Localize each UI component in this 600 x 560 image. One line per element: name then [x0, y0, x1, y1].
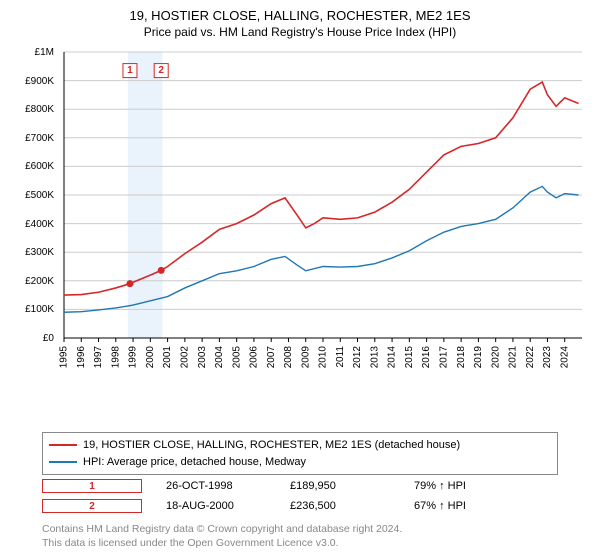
- y-tick-label: £900K: [0, 76, 54, 87]
- y-tick-label: £0: [0, 333, 54, 344]
- svg-text:2024: 2024: [559, 346, 570, 369]
- footer-attribution: Contains HM Land Registry data © Crown c…: [42, 522, 558, 550]
- svg-text:2001: 2001: [162, 346, 173, 369]
- svg-text:2006: 2006: [249, 346, 260, 369]
- transaction-delta: 67% ↑ HPI: [414, 500, 514, 512]
- y-tick-label: £600K: [0, 161, 54, 172]
- svg-text:2008: 2008: [283, 346, 294, 369]
- transaction-date: 18-AUG-2000: [166, 500, 266, 512]
- svg-text:1997: 1997: [93, 346, 104, 369]
- title-address: 19, HOSTIER CLOSE, HALLING, ROCHESTER, M…: [0, 0, 600, 23]
- y-tick-label: £800K: [0, 104, 54, 115]
- svg-text:2010: 2010: [318, 346, 329, 369]
- transaction-marker-1: 1: [42, 479, 142, 493]
- svg-text:2023: 2023: [542, 346, 553, 369]
- svg-text:2004: 2004: [214, 346, 225, 369]
- y-tick-label: £100K: [0, 304, 54, 315]
- svg-text:2021: 2021: [508, 346, 519, 369]
- legend: 19, HOSTIER CLOSE, HALLING, ROCHESTER, M…: [42, 432, 558, 475]
- svg-text:2022: 2022: [525, 346, 536, 369]
- svg-text:2005: 2005: [231, 346, 242, 369]
- legend-swatch-property: [49, 444, 77, 446]
- svg-text:1998: 1998: [110, 346, 121, 369]
- svg-text:1995: 1995: [59, 346, 70, 369]
- transaction-row: 2 18-AUG-2000 £236,500 67% ↑ HPI: [42, 496, 558, 516]
- y-tick-label: £700K: [0, 133, 54, 144]
- legend-row-property: 19, HOSTIER CLOSE, HALLING, ROCHESTER, M…: [49, 437, 551, 454]
- svg-text:2002: 2002: [180, 346, 191, 369]
- transaction-date: 26-OCT-1998: [166, 480, 266, 492]
- y-tick-label: £1M: [0, 47, 54, 58]
- svg-text:2007: 2007: [266, 346, 277, 369]
- legend-row-hpi: HPI: Average price, detached house, Medw…: [49, 454, 551, 471]
- y-tick-label: £200K: [0, 276, 54, 287]
- svg-text:2013: 2013: [369, 346, 380, 369]
- legend-swatch-hpi: [49, 461, 77, 463]
- svg-text:2020: 2020: [490, 346, 501, 369]
- svg-text:2019: 2019: [473, 346, 484, 369]
- svg-text:2003: 2003: [197, 346, 208, 369]
- legend-label-property: 19, HOSTIER CLOSE, HALLING, ROCHESTER, M…: [83, 437, 460, 454]
- svg-text:2000: 2000: [145, 346, 156, 369]
- svg-text:2: 2: [158, 65, 164, 76]
- transaction-delta: 79% ↑ HPI: [414, 480, 514, 492]
- svg-text:2012: 2012: [352, 346, 363, 369]
- svg-text:2015: 2015: [404, 346, 415, 369]
- svg-text:2011: 2011: [335, 346, 346, 368]
- transaction-marker-2: 2: [42, 499, 142, 513]
- page: 19, HOSTIER CLOSE, HALLING, ROCHESTER, M…: [0, 0, 600, 560]
- transaction-price: £236,500: [290, 500, 390, 512]
- y-tick-label: £500K: [0, 190, 54, 201]
- legend-label-hpi: HPI: Average price, detached house, Medw…: [83, 454, 306, 471]
- y-tick-label: £300K: [0, 247, 54, 258]
- transaction-list: 1 26-OCT-1998 £189,950 79% ↑ HPI 2 18-AU…: [42, 476, 558, 516]
- svg-text:1999: 1999: [128, 346, 139, 369]
- y-tick-label: £400K: [0, 219, 54, 230]
- svg-text:2014: 2014: [387, 346, 398, 369]
- price-chart: 1995 1996 1997 1998 1999 2000 2001 2002 2003 2004…: [58, 48, 588, 378]
- svg-text:2018: 2018: [456, 346, 467, 369]
- footer-line1: Contains HM Land Registry data © Crown c…: [42, 522, 558, 536]
- transaction-price: £189,950: [290, 480, 390, 492]
- svg-text:1996: 1996: [76, 346, 87, 369]
- svg-text:1: 1: [127, 65, 133, 76]
- svg-text:2016: 2016: [421, 346, 432, 369]
- footer-line2: This data is licensed under the Open Gov…: [42, 536, 558, 550]
- transaction-row: 1 26-OCT-1998 £189,950 79% ↑ HPI: [42, 476, 558, 496]
- svg-text:2017: 2017: [439, 346, 450, 369]
- title-subtitle: Price paid vs. HM Land Registry's House …: [0, 23, 600, 39]
- svg-text:2009: 2009: [300, 346, 311, 369]
